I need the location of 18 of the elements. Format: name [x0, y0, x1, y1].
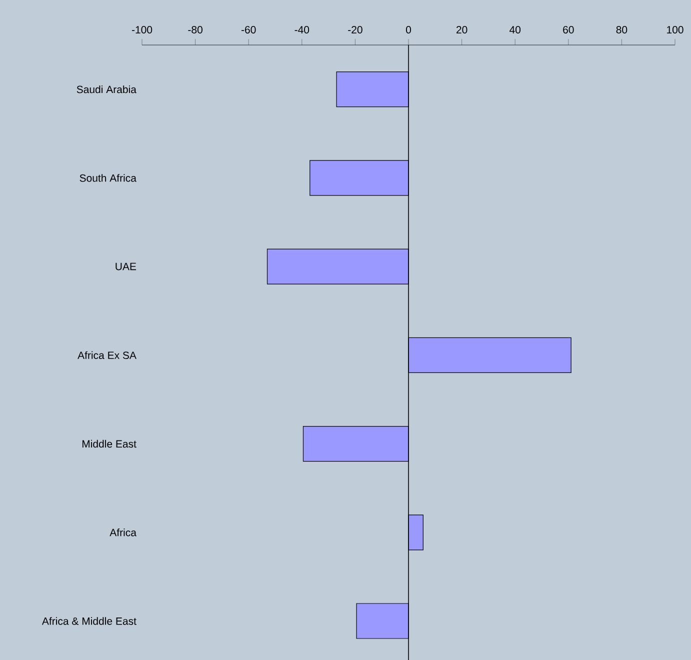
x-tick-label: -100 [132, 26, 152, 34]
x-tick-label: 60 [563, 26, 574, 34]
y-tick-label: Saudi Arabia [76, 85, 136, 93]
x-tick-label: -80 [188, 26, 202, 34]
y-tick-label: South Africa [80, 174, 136, 182]
x-tick-label: 40 [509, 26, 521, 34]
x-tick-label: 100 [667, 26, 684, 34]
x-tick-label: 20 [456, 26, 468, 34]
x-tick-label: -60 [241, 26, 256, 34]
y-tick-label: Middle East [82, 440, 136, 448]
y-tick-label: UAE [116, 262, 136, 270]
x-tick-label: -40 [294, 26, 310, 34]
x-tick-label: 0 [406, 26, 412, 34]
y-tick-label: Africa [110, 528, 136, 536]
x-tick-label: -20 [348, 26, 362, 34]
x-tick-label: 80 [616, 26, 628, 34]
y-tick-label: Africa Ex SA [78, 351, 136, 359]
y-tick-label: Africa & Middle East [42, 616, 136, 625]
